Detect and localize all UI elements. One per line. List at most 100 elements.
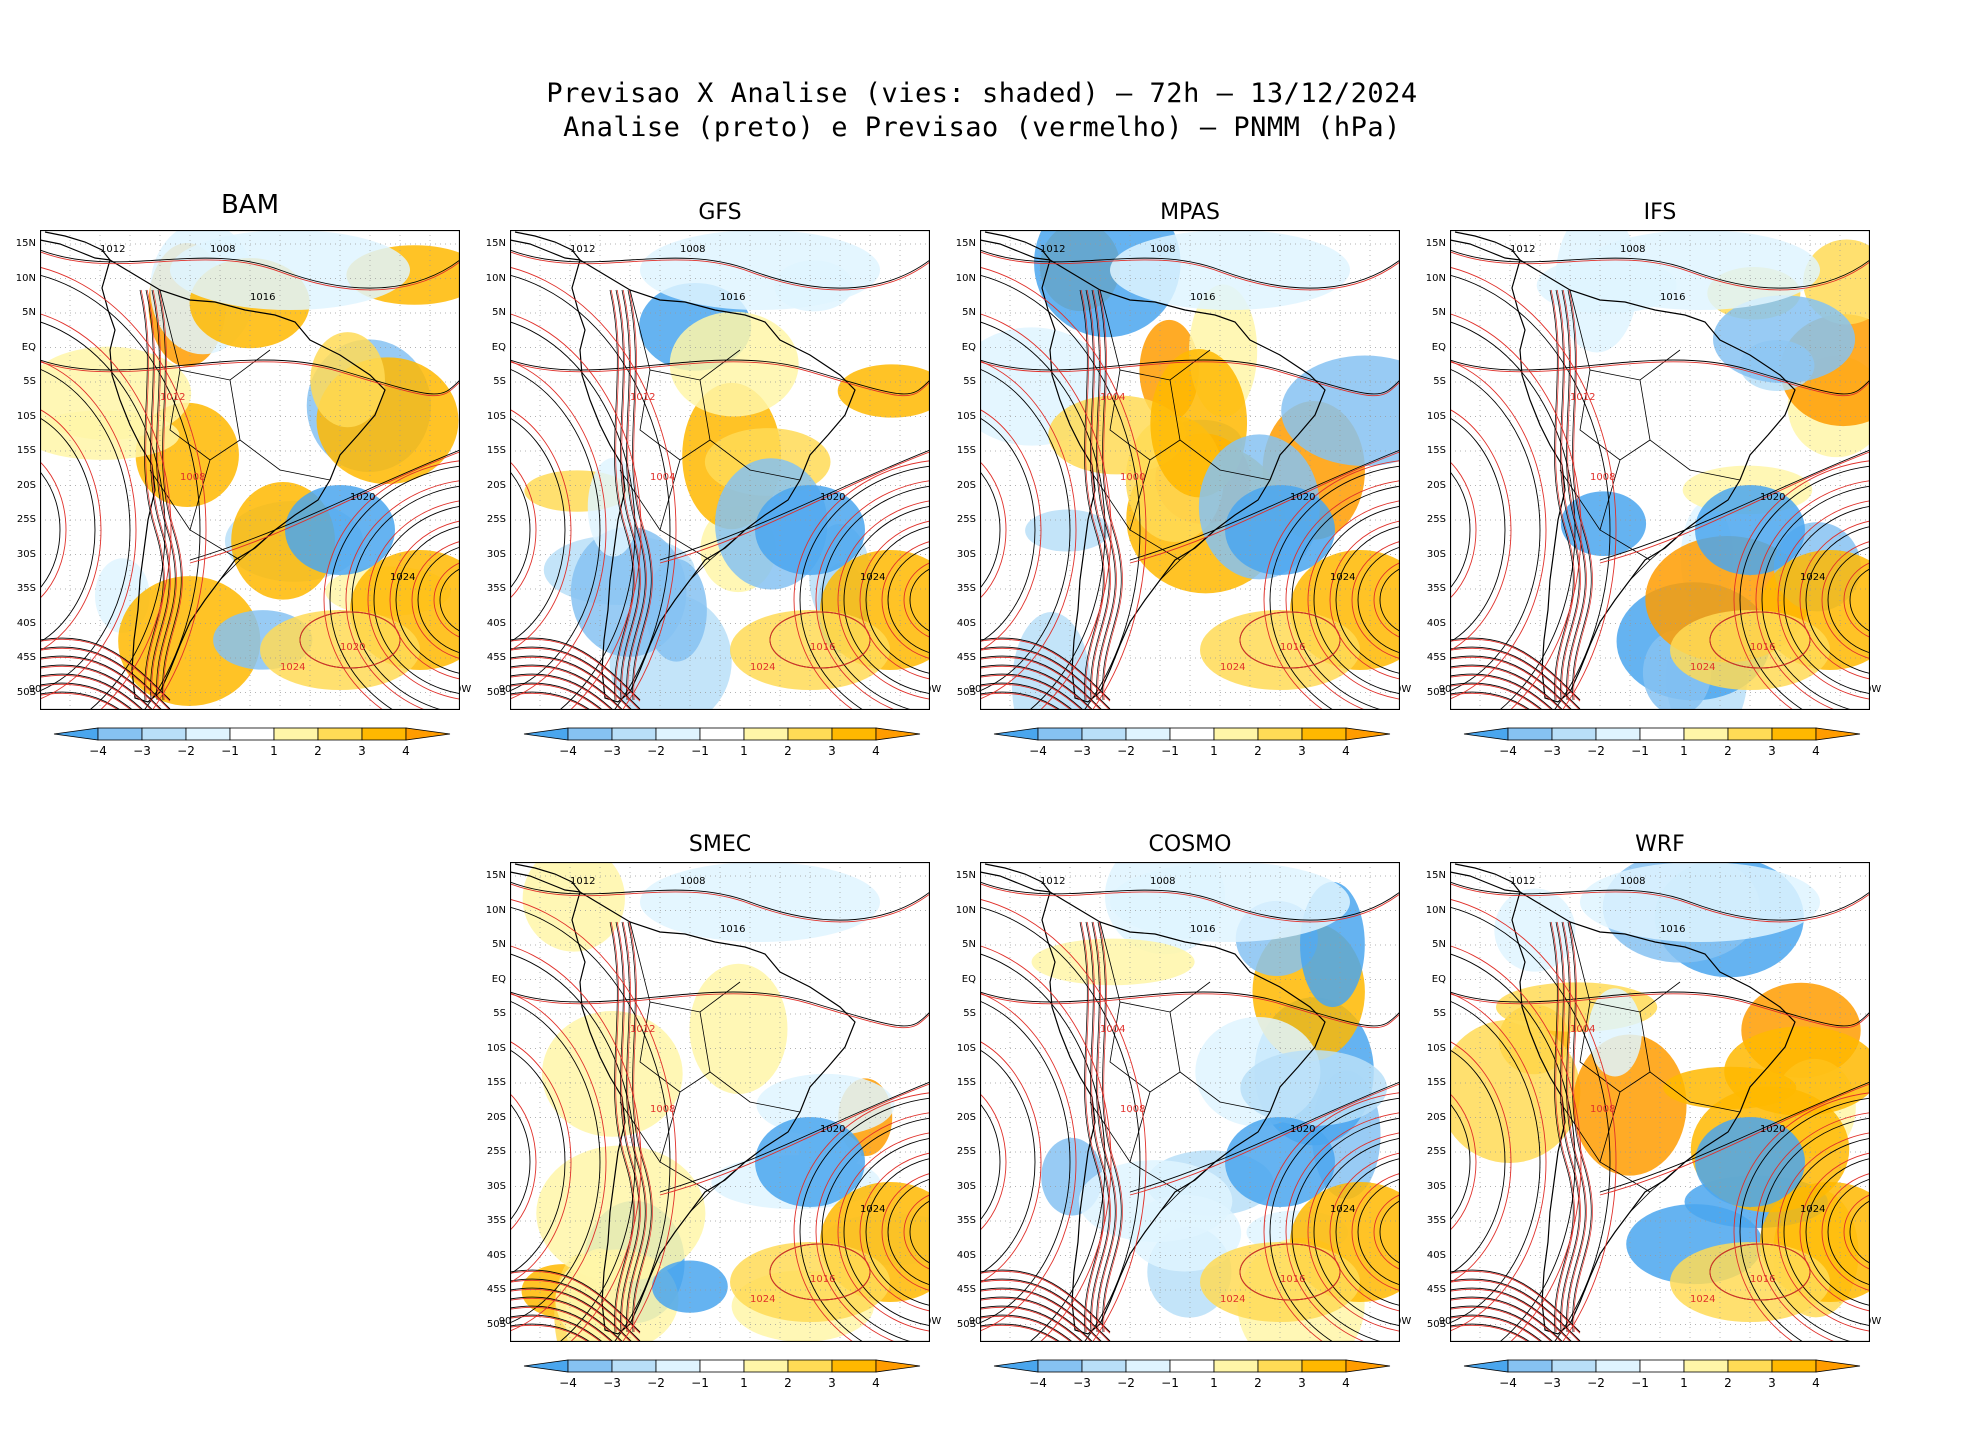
isobar-contour — [1450, 656, 1572, 710]
colorbar-segment — [699, 1359, 745, 1373]
lat-tick-label: 30S — [16, 548, 36, 560]
colorbar-segment — [1815, 1359, 1861, 1373]
isobar-contour — [1085, 921, 1110, 1333]
colorbar-segment — [1551, 1359, 1597, 1373]
isobar-contour — [157, 289, 182, 701]
contour-label: 1008 — [1590, 1104, 1615, 1115]
isobar-contour — [980, 991, 1400, 1027]
isobar-contour — [627, 921, 652, 1333]
isobar-contour — [510, 251, 930, 291]
isobar-contour — [616, 921, 641, 1333]
isobar-contour — [367, 500, 460, 700]
colorbar-svg — [53, 727, 451, 741]
colorbar-tick-label: 1 — [1680, 1376, 1688, 1390]
isobar-contour — [389, 520, 460, 680]
contour-label: 1012 — [630, 392, 655, 403]
colorbar-tick-label: 3 — [1298, 744, 1306, 758]
contour-label: 1008 — [180, 472, 205, 483]
isobar-contour — [1805, 1158, 1870, 1306]
panel-gfs: GFS 15N 10N 5N EQ 5S 10S 15S 20S 25S 30S 35S 40S 45S 5… — [470, 200, 942, 760]
isobar-contour — [909, 1200, 930, 1264]
isobar-contour — [980, 1305, 1084, 1342]
colorbar-segment — [1727, 1359, 1773, 1373]
lat-tick-label: 25S — [1426, 1146, 1446, 1157]
isobar-contour — [1091, 289, 1116, 701]
lon-tick-label: 20W — [1388, 1316, 1412, 1327]
lat-tick-label: EQ — [961, 341, 976, 353]
isobar-contour — [821, 1117, 930, 1342]
colorbar-tick-label: −1 — [1161, 744, 1179, 758]
colorbar-tick-label: −4 — [559, 1376, 577, 1390]
isobar-contour — [40, 638, 171, 702]
colorbar-segment — [1595, 727, 1641, 741]
lat-tick-label: 45S — [1426, 652, 1446, 663]
isobar-contour — [1761, 485, 1870, 710]
isobar-contour — [980, 1040, 1042, 1284]
lon-tick-label: 20W — [918, 1316, 942, 1327]
map-frame — [980, 230, 1400, 710]
lat-tick-label: 35S — [1426, 1215, 1446, 1226]
isobar-contour — [980, 1315, 1072, 1342]
isobar-contour — [609, 289, 634, 701]
isobar-contour — [510, 266, 677, 710]
isobar-contour — [859, 1152, 930, 1312]
map-plot: 1012 1008 1016 1020 1024 1012 1008 1020 1024 — [40, 230, 460, 710]
isobar-contour — [1450, 906, 1611, 1342]
isobar-contour — [980, 1288, 1102, 1342]
isobar-contour — [323, 460, 460, 710]
panel-bam: BAM 15N 10N 5N EQ 5S 10S 15S 20S 25S 30S 35S 40S 45S 5… — [0, 190, 472, 760]
contour-label: 1016 — [1280, 1274, 1305, 1285]
coastline — [571, 259, 856, 703]
lat-tick-label: 40S — [486, 617, 506, 629]
colorbar-segment — [831, 727, 877, 741]
isobar-contour — [1709, 1243, 1811, 1301]
isobar-contour — [40, 274, 201, 710]
coastline — [1511, 891, 1796, 1335]
coastline — [1041, 259, 1326, 703]
isobar-contour — [152, 289, 177, 701]
isobar-contour — [903, 1194, 930, 1270]
colorbar-segment — [1771, 1359, 1817, 1373]
isobar-contour — [980, 883, 1400, 923]
isobar-contour — [980, 1306, 1083, 1342]
isobar-contour — [1450, 883, 1870, 923]
lat-tick-label: 15N — [955, 870, 976, 881]
contour-label: 1008 — [1150, 244, 1175, 255]
isobar-contour — [980, 1000, 1071, 1324]
colorbar: −4 −3 −2 −1 1 2 3 4 — [988, 726, 1398, 766]
isobar-contour — [1086, 289, 1111, 701]
contour-label: 1020 — [820, 1124, 845, 1135]
panel-title: GFS — [698, 200, 742, 225]
bias-shade — [1560, 491, 1647, 556]
isobar-contour — [1373, 1194, 1400, 1270]
lat-tick-label: 45S — [486, 652, 506, 663]
isobar-contour — [510, 656, 632, 710]
colorbar-segment — [875, 727, 921, 741]
panel-ifs: IFS 15N 10N 5N EQ 5S 10S 15S 20S 25S 30S 35S 40S 45S 5… — [1410, 200, 1882, 760]
isobar-contour — [510, 674, 613, 710]
lat-tick-label: 5S — [963, 1008, 976, 1019]
isobar-contour — [510, 1306, 613, 1342]
map-frame — [510, 862, 930, 1342]
colorbar-tick-label: 4 — [402, 744, 410, 758]
isobar-contour — [40, 664, 154, 710]
lat-tick-label: 50S — [1426, 1318, 1446, 1330]
coastline — [101, 259, 386, 703]
isobar-contour — [40, 361, 460, 397]
colorbar-tick-label: 1 — [1210, 744, 1218, 758]
colorbar-segment — [97, 727, 143, 741]
colorbar-tick-label: 4 — [1342, 1376, 1350, 1390]
isobar-contour — [865, 526, 930, 674]
border-line — [1099, 921, 1211, 1013]
colorbar-segment — [875, 1359, 921, 1373]
isobar-contour — [40, 673, 144, 710]
isobar-contour — [980, 665, 1093, 710]
isobar-contour — [1263, 1092, 1400, 1342]
isobar-contour — [1450, 691, 1531, 710]
isobar-contour — [799, 465, 930, 710]
isobar-contour — [1783, 1137, 1870, 1327]
isobar-contour — [1755, 480, 1870, 710]
isobar-contour — [815, 480, 930, 710]
bias-shade — [1580, 230, 1820, 310]
isobar-contour — [1599, 1083, 1870, 1196]
